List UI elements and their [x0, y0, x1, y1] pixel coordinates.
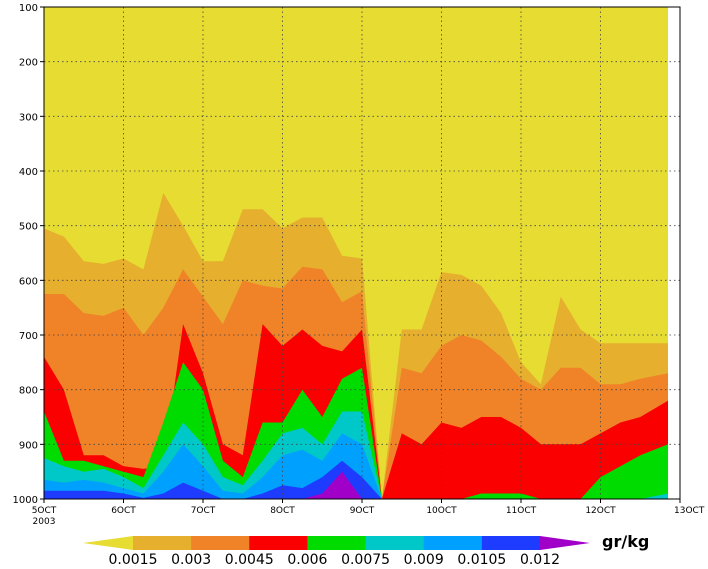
y-tick-label: 300 [19, 112, 38, 123]
y-tick-label: 500 [19, 222, 38, 233]
x-axis: 5OCT 6OCT 7OCT 8OCT 9OCT 10OCT 11OCT 12OCT 13OCT [32, 499, 705, 516]
x-tick-label: 5OCT [32, 506, 57, 516]
y-axis: 100 200 300 400 500 600 700 800 900 1000 [13, 3, 44, 506]
x-tick-label: 10OCT [426, 506, 457, 516]
colorbar-unit-label: gr/kg [602, 532, 649, 551]
y-tick-label: 200 [19, 58, 38, 69]
x-tick-label: 8OCT [270, 506, 295, 516]
colorbar-arrow-low [83, 536, 133, 550]
colorbar-arrow-high [540, 536, 590, 550]
contour-fill-0.012 [44, 471, 669, 499]
y-tick-label: 900 [19, 440, 38, 451]
colorbar-segment [191, 536, 250, 550]
colorbar-segment [133, 536, 192, 550]
y-tick-label: 100 [19, 3, 38, 14]
colorbar-segment [249, 536, 308, 550]
colorbar-segment [481, 536, 541, 550]
x-axis-year-label: 2003 [33, 517, 56, 527]
contour-layers [44, 7, 680, 499]
y-tick-label: 400 [19, 167, 38, 178]
no-data-region [668, 7, 680, 499]
y-tick-label: 600 [19, 276, 38, 287]
colorbar-level-label: 0.0045 [225, 552, 274, 568]
contour-fill-0.009 [44, 433, 669, 499]
colorbar-segment [423, 536, 483, 550]
x-tick-label: 9OCT [350, 506, 375, 516]
y-tick-label: 700 [19, 331, 38, 342]
colorbar-segment [365, 536, 425, 550]
colorbar-level-label: 0.009 [404, 552, 444, 568]
colorbar-level-label: 0.0075 [341, 552, 390, 568]
colorbar-level-label: 0.0105 [457, 552, 506, 568]
x-tick-label: 7OCT [191, 506, 216, 516]
x-tick-label: 12OCT [585, 506, 616, 516]
y-tick-label: 800 [19, 386, 38, 397]
grid-lines [44, 7, 680, 499]
contour-fill-0.0105 [44, 460, 669, 499]
colorbar-level-label: 0.006 [287, 552, 327, 568]
colorbar-level-label: 0.012 [520, 552, 560, 568]
x-tick-label: 13OCT [674, 506, 705, 516]
x-tick-label: 6OCT [111, 506, 136, 516]
y-tick-label: 1000 [13, 495, 38, 506]
colorbar: 0.0015 0.003 0.0045 0.006 0.0075 0.009 0.0105 0… [83, 536, 590, 568]
x-tick-label: 11OCT [506, 506, 537, 516]
colorbar-segment [307, 536, 367, 550]
colorbar-level-label: 0.003 [171, 552, 211, 568]
colorbar-level-label: 0.0015 [109, 552, 158, 568]
